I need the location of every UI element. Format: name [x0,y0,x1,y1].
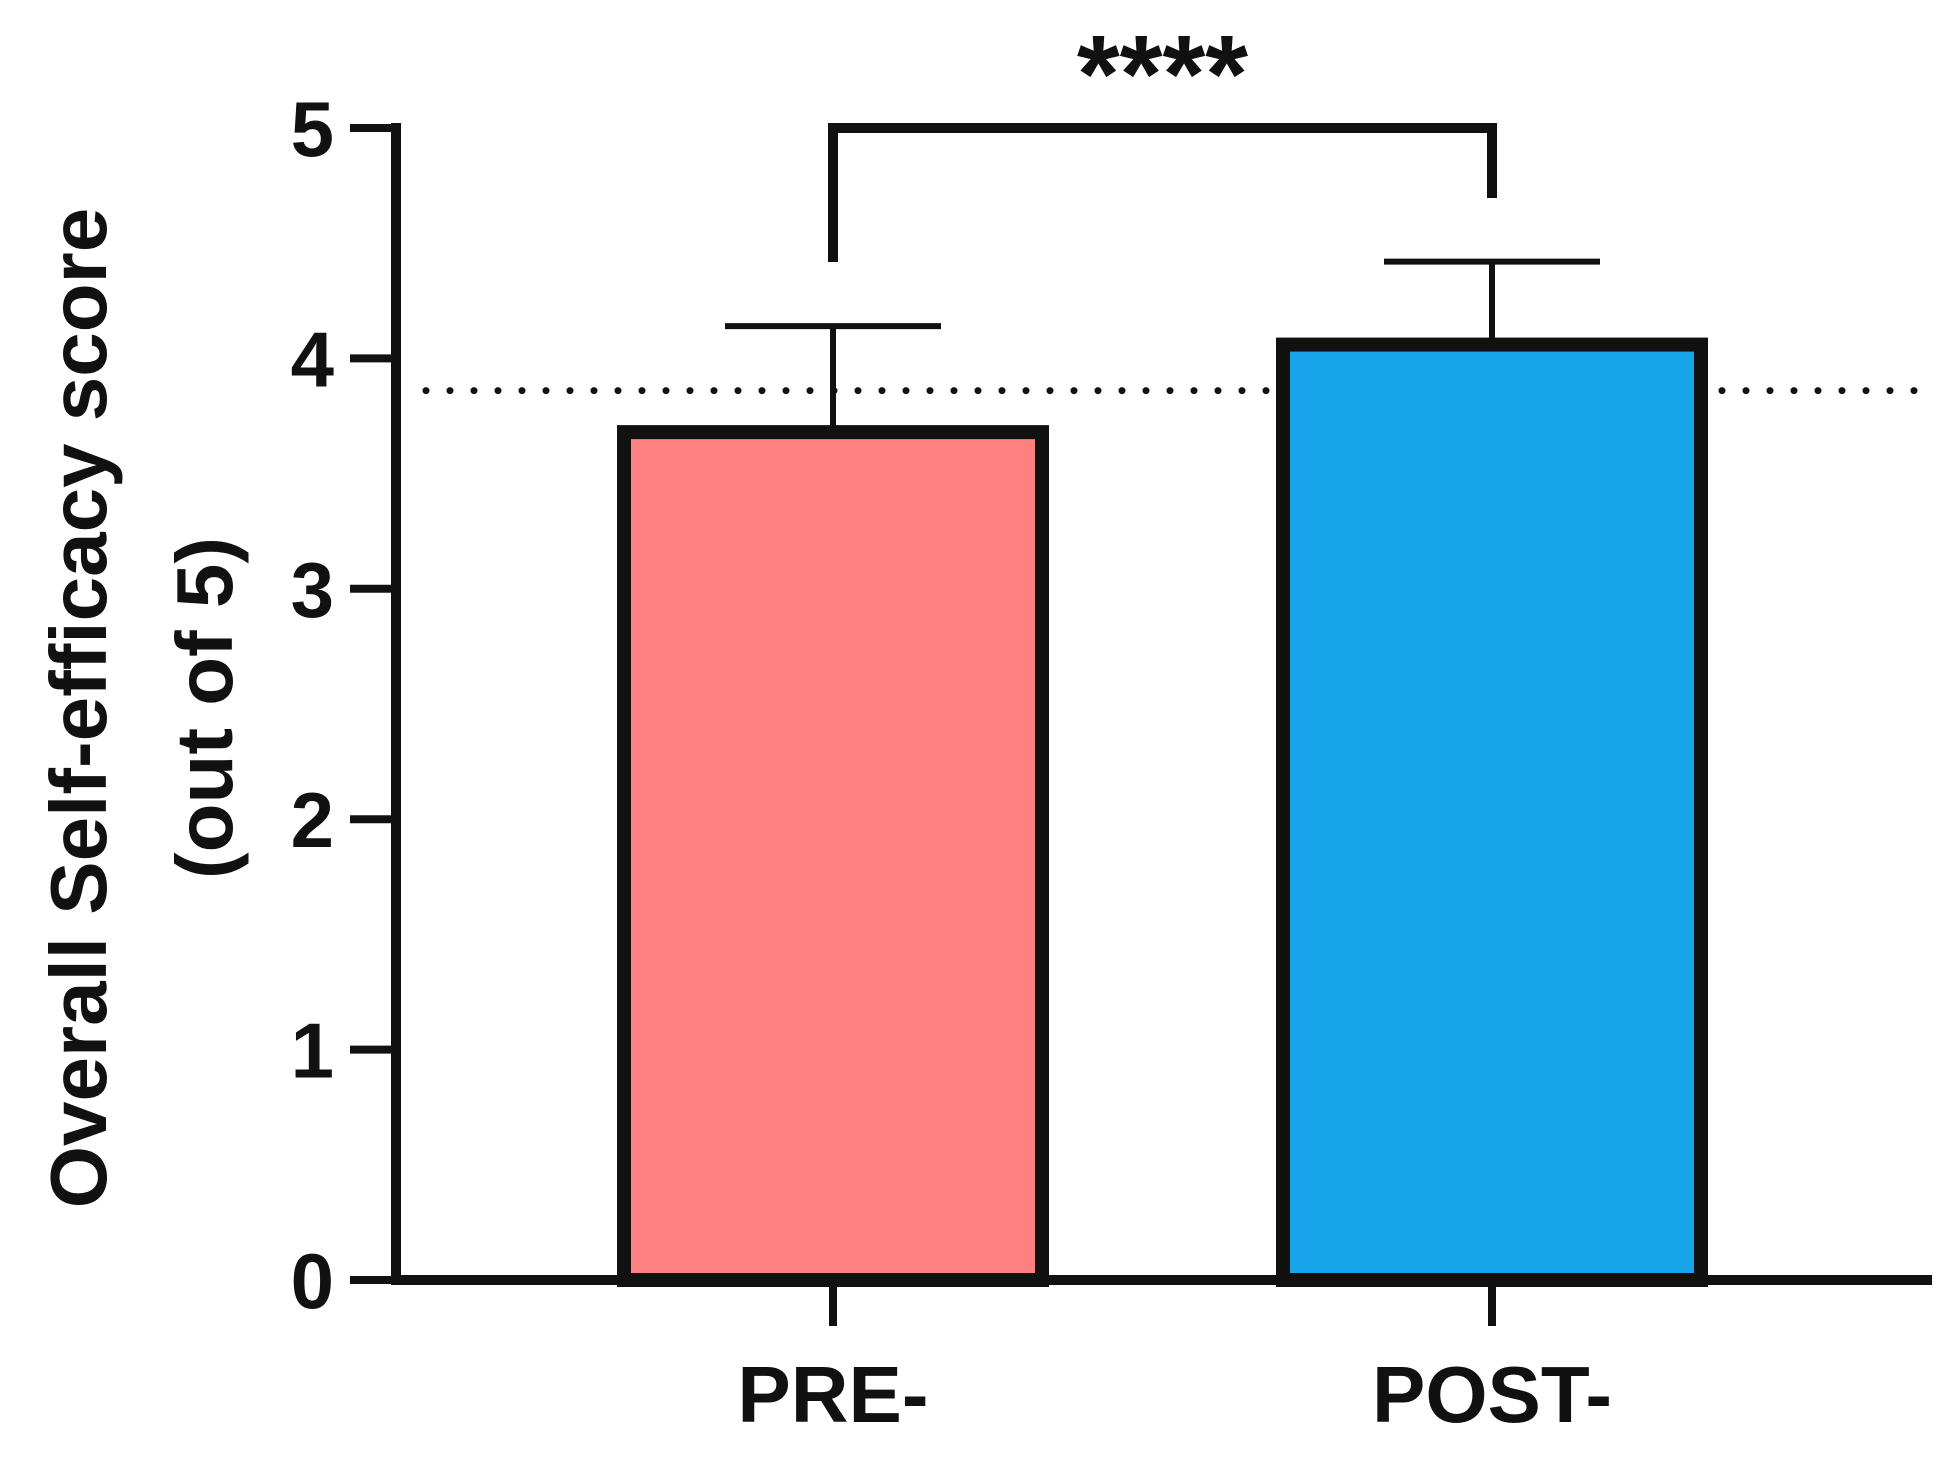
y-tick-label: 0 [291,1237,334,1325]
significance-bracket [828,123,1497,262]
y-tick-label: 4 [291,315,334,403]
bars-layer [617,337,1708,1287]
bar-post [1276,337,1708,1287]
y-axis-title-line1: Overall Self-efficacy score [34,208,123,1209]
x-category-label: POST- [1372,1350,1612,1439]
error-bars-layer [725,258,1600,427]
y-axis-title: Overall Self-efficacy score (out of 5) [34,208,249,1209]
y-tick-label: 2 [291,776,334,864]
y-axis-title-line2: (out of 5) [160,537,249,879]
significance-label: **** [1077,13,1248,136]
y-tick-label: 1 [291,1007,334,1095]
y-ticks-layer: 0 1 2 3 4 5 [291,85,396,1325]
x-category-label: PRE- [737,1350,928,1439]
y-tick-label: 3 [291,546,334,634]
significance-annotation: **** [828,13,1497,262]
bar-pre [617,425,1049,1287]
y-tick-label: 5 [291,85,334,173]
x-categories-layer: PRE- POST- [737,1280,1612,1439]
axes-layer [391,123,1932,1285]
